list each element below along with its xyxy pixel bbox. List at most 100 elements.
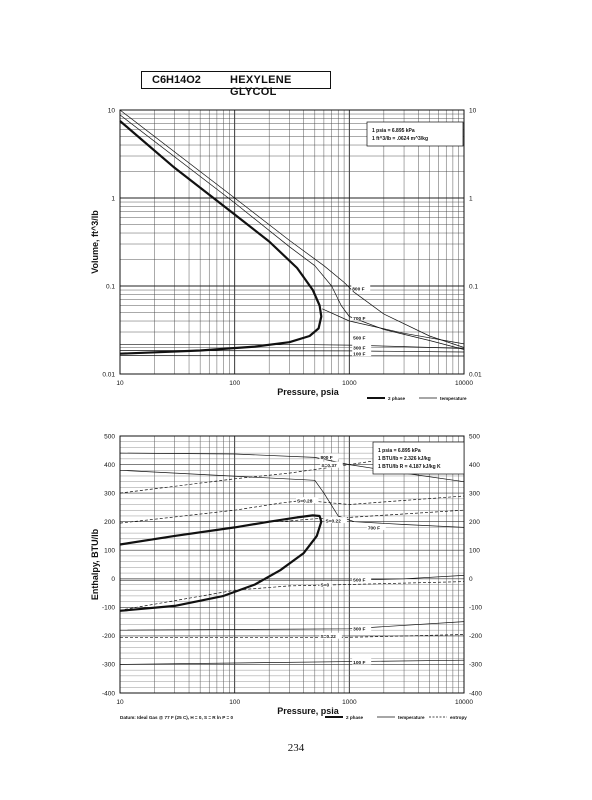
y-tick-label: 0.1: [106, 283, 115, 290]
title-box: C6H14O2 HEXYLENE GLYCOL: [141, 71, 331, 98]
y-tick-label: 200: [104, 519, 115, 526]
info-box-line: 1 psia = 6.895 kPa: [372, 128, 415, 134]
y-tick-label: 400: [104, 462, 115, 469]
right-tick-label: 500: [469, 433, 480, 440]
series-label: 700 F: [353, 316, 365, 322]
info-box-line: 1 BTU/lb R = 4.187 kJ/kg K: [378, 464, 441, 470]
x-tick-label: 1000: [342, 380, 357, 387]
series-label-bg: [352, 658, 372, 665]
info-box-line: 1 BTU/lb = 2.326 kJ/kg: [378, 456, 431, 462]
temperature-line: [120, 575, 465, 581]
info-box-line: 1 ft^3/lb = .0624 m^3/kg: [372, 136, 428, 142]
series-label-bg: [319, 632, 342, 639]
y-axis-label: Volume, ft^3/lb: [90, 210, 100, 274]
y-tick-label: 100: [104, 548, 115, 555]
y-tick-label: 1: [111, 195, 115, 202]
chart-1: [119, 109, 465, 399]
right-tick-label: 200: [469, 519, 480, 526]
series-label-bg: [352, 314, 372, 321]
right-tick-label: 300: [469, 490, 480, 497]
series-label-bg: [352, 343, 372, 350]
x-tick-label: 100: [229, 699, 240, 706]
right-tick-label: 10: [469, 107, 477, 114]
page-number: 234: [287, 742, 305, 754]
series-label: S=0.22: [320, 634, 336, 640]
footnote: Datum: Ideal Gas @ 77 F (25 C), H = 0, S…: [120, 715, 233, 720]
temperature-line: [322, 308, 465, 345]
entropy-line: [119, 447, 465, 494]
right-tick-label: 400: [469, 462, 480, 469]
right-tick-label: -100: [469, 605, 482, 612]
series-label: S=0.37: [321, 463, 337, 469]
right-tick-label: 100: [469, 548, 480, 555]
series-label: S=0: [320, 583, 329, 589]
series-label: 500 F: [353, 336, 365, 342]
series-label-bg: [352, 350, 372, 357]
series-label-bg: [352, 624, 372, 631]
chart-2: [119, 435, 465, 718]
series-label-bg: [319, 581, 332, 588]
right-tick-label: 0.01: [469, 371, 482, 378]
2phase-line: [119, 514, 323, 612]
y-tick-label: -100: [102, 605, 115, 612]
plot-frame: [119, 109, 465, 375]
temperature-line: [119, 621, 465, 631]
series-label: 100 F: [353, 352, 365, 358]
info-box: [366, 121, 464, 147]
y-axis-label: Enthalpy, BTU/lb: [90, 528, 100, 600]
series-label-bg: [352, 576, 372, 583]
temperature-line: [120, 344, 465, 349]
legend-label: temperature: [440, 396, 467, 401]
series-label: S=0.22: [326, 519, 342, 525]
plot-frame: [119, 435, 465, 694]
temperature-line: [119, 452, 465, 483]
series-label: 700 F: [368, 525, 380, 531]
series-label: 300 F: [353, 626, 365, 632]
y-tick-label: 0: [111, 576, 115, 583]
right-tick-label: -200: [469, 633, 482, 640]
x-tick-label: 10000: [455, 699, 473, 706]
y-tick-label: 10: [108, 107, 116, 114]
temperature-line: [119, 114, 465, 350]
2phase-line: [119, 120, 323, 355]
x-tick-label: 1000: [342, 699, 357, 706]
entropy-line: [119, 581, 465, 611]
series-label: 300 F: [353, 345, 365, 351]
x-tick-label: 10000: [455, 380, 473, 387]
series-label: S=0.28: [297, 499, 313, 505]
y-tick-label: 500: [104, 433, 115, 440]
series-label: 800 F: [320, 455, 332, 461]
y-tick-label: -400: [102, 690, 115, 697]
entropy-line: [119, 495, 465, 524]
legend-label: 2 phase: [346, 715, 364, 720]
series-label-bg: [366, 523, 386, 530]
x-tick-label: 10: [116, 699, 124, 706]
temperature-line: [119, 659, 465, 665]
y-tick-label: -300: [102, 662, 115, 669]
series-label: 800 F: [352, 286, 364, 292]
series-label-bg: [324, 517, 347, 524]
right-tick-label: 0: [469, 576, 473, 583]
temperature-line: [119, 109, 465, 348]
x-tick-label: 100: [229, 380, 240, 387]
y-tick-label: 0.01: [102, 371, 115, 378]
compound-name: HEXYLENE GLYCOL: [230, 74, 292, 98]
x-tick-label: 10: [116, 380, 124, 387]
entropy-line: [120, 634, 465, 638]
series-label-bg: [320, 461, 343, 468]
legend-label: entropy: [450, 715, 467, 720]
legend-label: temperature: [398, 715, 425, 720]
series-label-bg: [319, 453, 339, 460]
series-label: 500 F: [353, 578, 365, 584]
info-box-line: 1 psia = 6.895 kPa: [378, 448, 421, 454]
legend-label: 2 phase: [388, 396, 406, 401]
x-axis-label: Pressure, psia: [277, 706, 340, 716]
series-label-bg: [352, 334, 372, 341]
right-tick-label: 1: [469, 195, 473, 202]
info-box: [372, 441, 465, 475]
series-label: 100 F: [353, 660, 365, 666]
right-tick-label: -300: [469, 662, 482, 669]
series-label-bg: [296, 497, 319, 504]
y-tick-label: -200: [102, 633, 115, 640]
